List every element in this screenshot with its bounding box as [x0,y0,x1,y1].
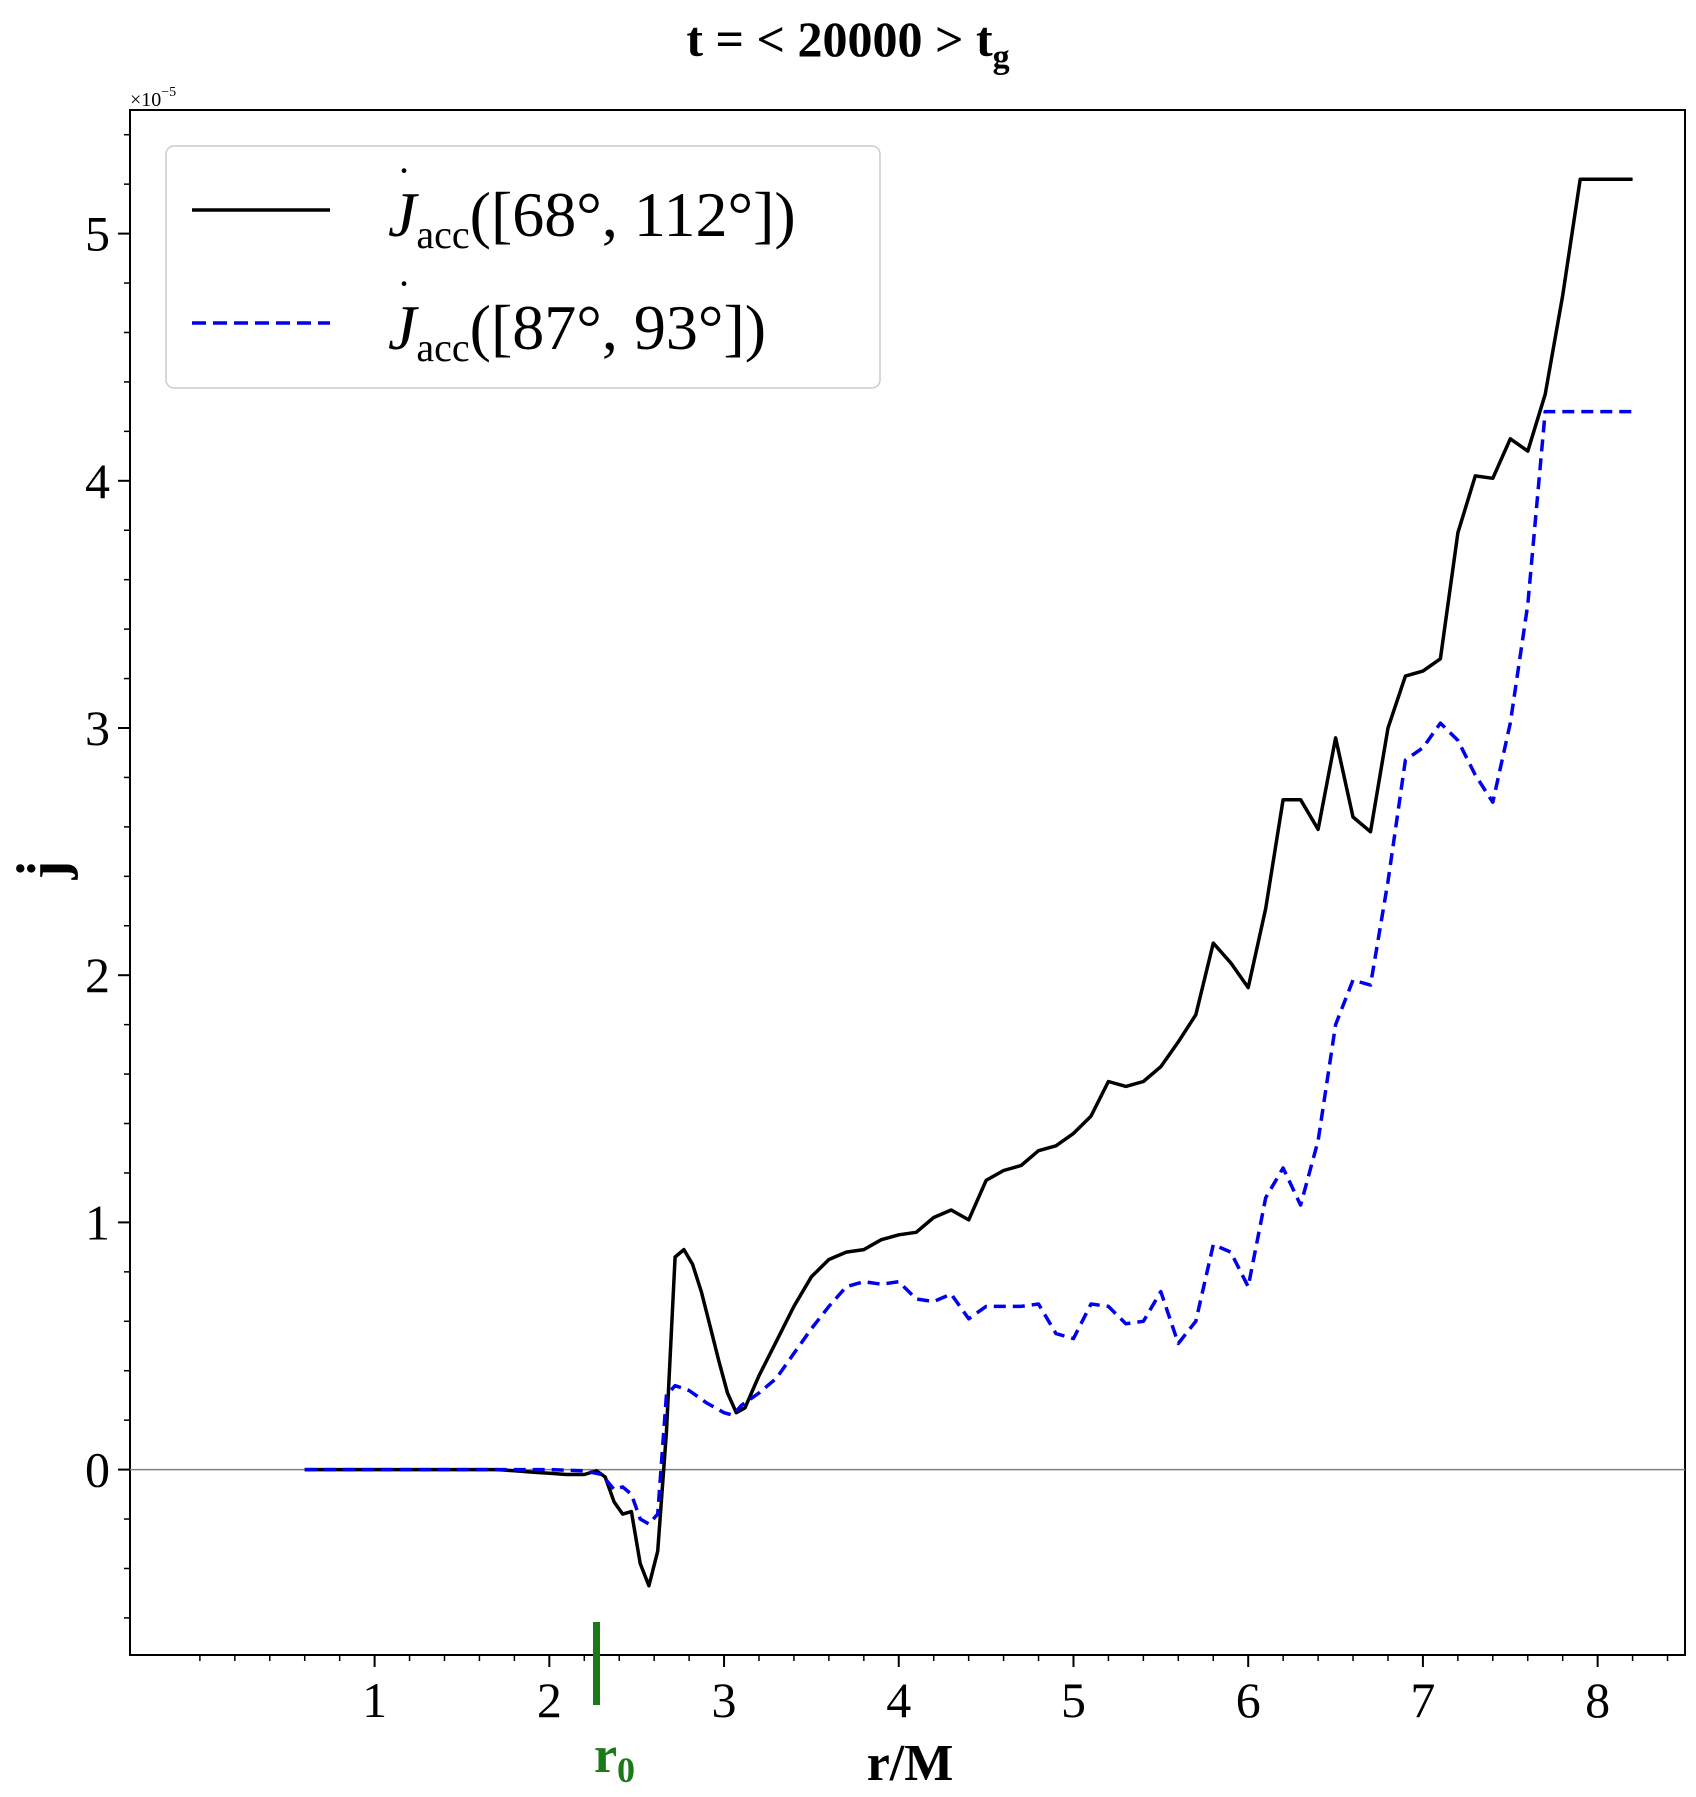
r0-annotation: r0 [593,1622,635,1790]
x-axis-label: r/M [867,1735,954,1792]
r0-label: r0 [594,1727,635,1790]
y-multiplier: ×10−5 [130,85,176,111]
chart-title: t = < 20000 > tg [686,11,1009,76]
x-tick-label: 2 [537,1672,562,1728]
series-line-0 [304,177,1633,1588]
y-tick-label: 1 [85,1194,110,1250]
plot-frame [129,109,1686,1656]
series-line-1 [304,409,1633,1526]
legend: Jacc([68°, 112°]) · Jacc([87°, 93°]) · [165,145,881,389]
x-axis: 1 2 3 4 5 6 7 8 [199,1655,1669,1728]
y-axis-label: j̇ [15,861,79,881]
x-tick-label: 7 [1410,1672,1435,1728]
legend-entry-0: Jacc([68°, 112°]) [388,179,796,257]
legend-entry-1: Jacc([87°, 93°]) [388,292,766,370]
x-tick-label: 1 [362,1672,387,1728]
x-tick-label: 8 [1585,1672,1610,1728]
y-tick-label: 2 [85,947,110,1003]
y-tick-label: 3 [85,700,110,756]
x-tick-label: 5 [1061,1672,1086,1728]
y-tick-label: 4 [85,453,110,509]
y-tick-label: 5 [85,206,110,262]
y-tick-label: 0 [85,1442,110,1498]
legend-box [165,145,881,389]
x-tick-label: 6 [1236,1672,1261,1728]
y-axis: 0 1 2 3 4 5 [85,133,130,1619]
x-tick-label: 4 [886,1672,911,1728]
x-tick-label: 3 [712,1672,737,1728]
legend-dot-0: · [397,148,410,193]
legend-dot-1: · [397,261,410,306]
series-group [304,177,1633,1588]
